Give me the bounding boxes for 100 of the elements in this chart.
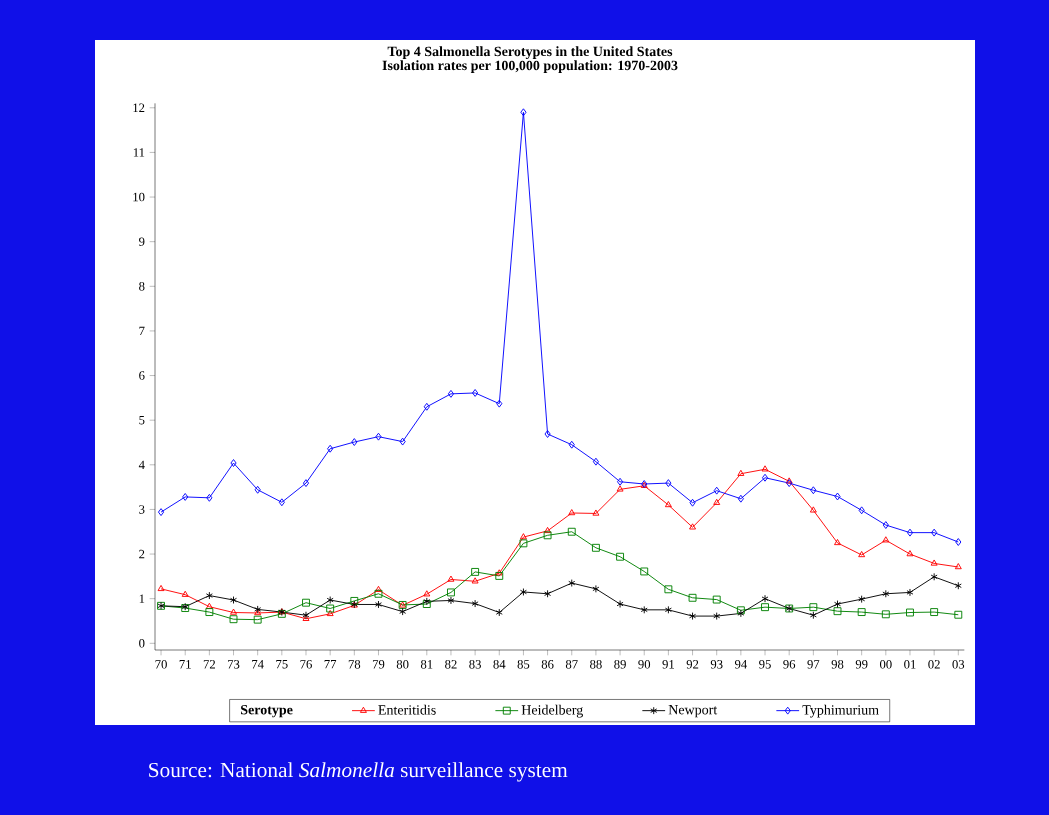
point bbox=[906, 588, 914, 597]
x-tick-label: 93 bbox=[710, 660, 723, 669]
point bbox=[834, 600, 841, 608]
point bbox=[834, 492, 841, 501]
point bbox=[206, 493, 213, 502]
point bbox=[785, 477, 793, 484]
point bbox=[616, 552, 625, 561]
point bbox=[302, 598, 310, 607]
legend-label: Newport bbox=[668, 705, 718, 718]
point bbox=[689, 523, 697, 530]
x-tick-label: 95 bbox=[759, 660, 771, 669]
legend-title: Serotype bbox=[241, 705, 293, 718]
point bbox=[423, 402, 430, 411]
point bbox=[447, 588, 455, 597]
point bbox=[350, 596, 359, 605]
point bbox=[253, 615, 262, 624]
x-tick-label: 86 bbox=[541, 660, 554, 669]
y-tick-label: 7 bbox=[139, 326, 145, 336]
source-note: Source: National Salmonella surveillance system bbox=[149, 762, 568, 782]
point bbox=[495, 571, 504, 580]
point bbox=[761, 594, 769, 603]
point bbox=[568, 579, 576, 587]
x-tick-label: 83 bbox=[469, 660, 481, 669]
point bbox=[205, 602, 213, 609]
point bbox=[326, 604, 335, 613]
point bbox=[713, 612, 721, 621]
point bbox=[374, 589, 383, 598]
x-tick-label: 71 bbox=[179, 660, 191, 669]
point bbox=[786, 479, 793, 488]
x-tick-label: 02 bbox=[928, 660, 940, 669]
point bbox=[737, 494, 744, 503]
x-tick-label: 81 bbox=[420, 660, 433, 669]
point bbox=[906, 550, 914, 557]
point bbox=[230, 459, 237, 467]
point bbox=[351, 438, 358, 446]
point bbox=[254, 485, 261, 494]
point bbox=[399, 607, 407, 616]
point bbox=[157, 508, 165, 517]
point bbox=[689, 612, 697, 621]
point bbox=[906, 608, 914, 617]
y-tick-label: 0 bbox=[139, 639, 145, 648]
point bbox=[664, 585, 673, 594]
x-tick-label: 91 bbox=[662, 660, 674, 669]
point bbox=[834, 538, 841, 546]
point bbox=[858, 595, 866, 604]
point bbox=[737, 469, 745, 476]
point bbox=[930, 572, 938, 581]
point bbox=[809, 506, 817, 513]
x-tick-label: 75 bbox=[276, 660, 288, 669]
x-tick-label: 80 bbox=[396, 660, 409, 669]
point bbox=[617, 477, 624, 486]
point bbox=[182, 493, 189, 501]
point bbox=[567, 527, 576, 536]
x-tick-label: 92 bbox=[686, 660, 699, 669]
x-tick-label: 74 bbox=[252, 660, 264, 669]
point bbox=[954, 610, 963, 619]
x-tick-label: 87 bbox=[565, 660, 578, 669]
point bbox=[858, 551, 866, 558]
point bbox=[519, 533, 527, 540]
x-tick-label: 88 bbox=[590, 660, 602, 669]
point bbox=[302, 479, 310, 488]
point bbox=[205, 608, 214, 617]
point bbox=[254, 609, 262, 616]
chart-title: Top 4 Salmonella Serotypes in the United States bbox=[387, 46, 673, 60]
point bbox=[520, 108, 527, 117]
point bbox=[688, 593, 697, 602]
point bbox=[230, 596, 237, 604]
y-tick-label: 1 bbox=[139, 594, 145, 603]
point bbox=[954, 563, 962, 570]
point bbox=[544, 430, 551, 438]
point bbox=[955, 538, 962, 546]
point bbox=[616, 600, 624, 608]
point bbox=[930, 559, 938, 566]
point bbox=[544, 589, 552, 598]
point bbox=[954, 581, 962, 590]
point bbox=[592, 509, 600, 516]
point bbox=[375, 585, 382, 592]
chart-subtitle: Isolation rates per 100,000 population: 1970-2003 bbox=[382, 60, 678, 73]
x-tick-label: 94 bbox=[734, 660, 748, 669]
x-tick-label: 00 bbox=[879, 660, 892, 669]
x-tick-label: 99 bbox=[855, 660, 868, 669]
point bbox=[278, 498, 285, 507]
point bbox=[640, 605, 648, 614]
point bbox=[447, 389, 455, 398]
point bbox=[230, 608, 237, 615]
x-tick-label: 03 bbox=[952, 660, 965, 669]
point bbox=[447, 575, 455, 582]
point bbox=[375, 600, 382, 609]
point bbox=[326, 596, 334, 604]
legend-label: Typhimurium bbox=[802, 704, 879, 718]
point bbox=[665, 479, 672, 488]
point bbox=[205, 591, 213, 600]
y-tick-label: 5 bbox=[139, 415, 145, 425]
x-tick-label: 70 bbox=[155, 660, 167, 669]
point bbox=[689, 498, 696, 507]
y-tick-label: 8 bbox=[139, 282, 145, 291]
point bbox=[906, 528, 914, 537]
point bbox=[544, 526, 552, 534]
y-tick-label: 6 bbox=[139, 371, 145, 380]
point bbox=[761, 473, 769, 482]
